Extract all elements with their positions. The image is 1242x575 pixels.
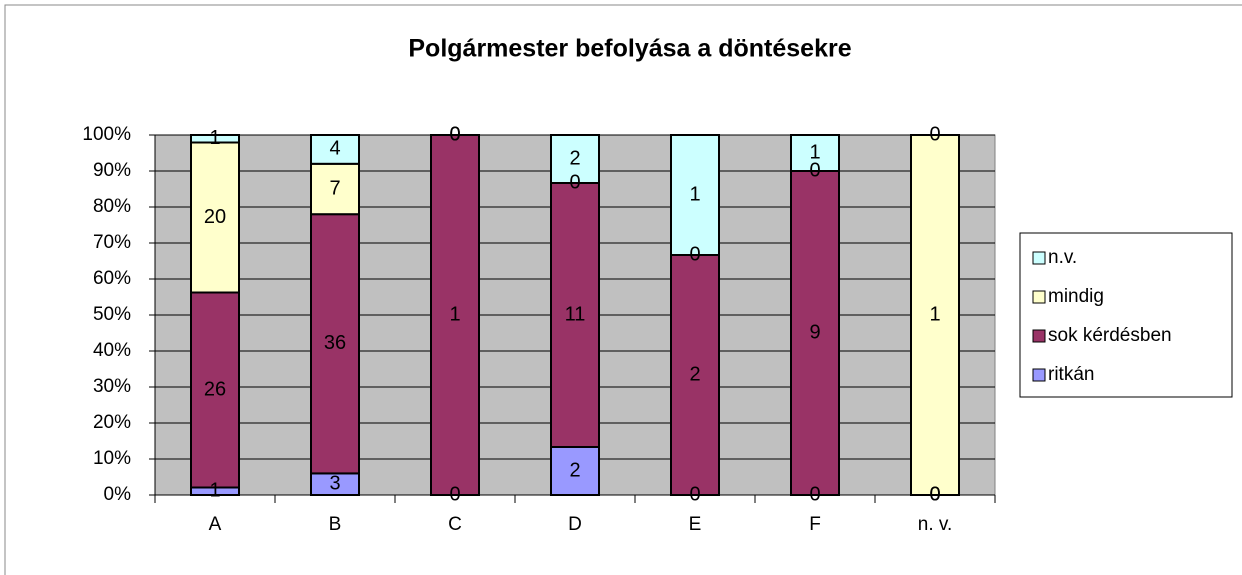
- x-tick-label: B: [329, 514, 342, 535]
- data-label: 0: [569, 171, 580, 193]
- data-label: 0: [929, 483, 940, 505]
- legend-swatch: [1032, 251, 1046, 265]
- y-tick-label: 50%: [93, 304, 131, 325]
- bar-segment: [310, 213, 360, 475]
- y-tick-label: 20%: [93, 412, 131, 433]
- data-label: 1: [449, 303, 460, 325]
- data-label: 0: [809, 483, 820, 505]
- data-label: 0: [929, 483, 940, 505]
- data-label: 36: [324, 332, 346, 354]
- y-tick-label: 0%: [104, 484, 132, 505]
- data-label: 11: [565, 303, 586, 325]
- legend-label: mindig: [1048, 286, 1104, 307]
- y-tick-label: 60%: [93, 268, 131, 289]
- data-label: 20: [204, 206, 226, 228]
- x-tick-label: E: [689, 514, 702, 535]
- data-label: 7: [329, 177, 340, 199]
- x-tick-label: D: [568, 514, 582, 535]
- bar-segment: [790, 134, 840, 172]
- legend-swatch: [1032, 329, 1046, 343]
- data-label: 1: [689, 183, 700, 205]
- legend: [1019, 232, 1233, 398]
- data-label: 0: [449, 483, 460, 505]
- y-tick-label: 80%: [93, 196, 131, 217]
- data-label: 0: [689, 483, 700, 505]
- bar-segment: [670, 254, 720, 496]
- data-label: 0: [809, 159, 820, 181]
- legend-label: sok kérdésben: [1048, 325, 1172, 346]
- bar-segment: [550, 134, 600, 184]
- bar-segment: [910, 134, 960, 496]
- y-tick-label: 10%: [93, 448, 131, 469]
- data-label: 9: [809, 321, 820, 343]
- data-label: 0: [449, 123, 460, 145]
- y-tick-label: 90%: [93, 160, 131, 181]
- data-label: 2: [689, 363, 700, 385]
- bar-segment: [670, 134, 720, 256]
- x-tick-label: F: [809, 514, 821, 535]
- legend-label: ritkán: [1048, 364, 1094, 385]
- data-label: 0: [929, 123, 940, 145]
- legend-swatch: [1032, 290, 1046, 304]
- x-tick-label: n. v.: [918, 514, 953, 535]
- bar-segment: [430, 134, 480, 496]
- data-label: 1: [209, 480, 220, 502]
- bar-segment: [310, 134, 360, 165]
- data-label: 1: [929, 303, 940, 325]
- bar-segment: [190, 291, 240, 489]
- data-label: 0: [689, 243, 700, 265]
- data-label: 2: [569, 459, 580, 481]
- data-label: 1: [809, 141, 820, 163]
- data-label: 1: [209, 127, 220, 149]
- y-tick-label: 40%: [93, 340, 131, 361]
- legend-swatch: [1032, 368, 1046, 382]
- y-tick-label: 70%: [93, 232, 131, 253]
- data-label: 26: [204, 378, 226, 400]
- x-tick-label: C: [448, 514, 462, 535]
- data-label: 3: [329, 472, 340, 494]
- bar-segment: [550, 446, 600, 496]
- bar-segment: [190, 141, 240, 294]
- x-tick-label: A: [209, 514, 222, 535]
- bar-segment: [550, 182, 600, 448]
- legend-label: n.v.: [1048, 247, 1077, 268]
- data-label: 2: [569, 147, 580, 169]
- chart-title: Polgármester befolyása a döntésekre: [408, 35, 851, 63]
- data-label: 4: [329, 138, 340, 160]
- bar-segment: [190, 134, 240, 144]
- y-tick-label: 30%: [93, 376, 131, 397]
- data-label: 0: [449, 123, 460, 145]
- y-tick-label: 100%: [82, 124, 131, 145]
